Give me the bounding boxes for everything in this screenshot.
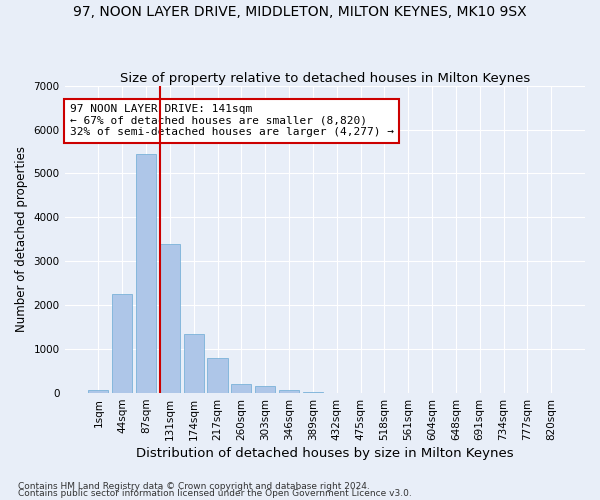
Bar: [136, 154, 156, 393]
Text: Contains public sector information licensed under the Open Government Licence v3: Contains public sector information licen…: [18, 489, 412, 498]
X-axis label: Distribution of detached houses by size in Milton Keynes: Distribution of detached houses by size …: [136, 447, 514, 460]
Text: Contains HM Land Registry data © Crown copyright and database right 2024.: Contains HM Land Registry data © Crown c…: [18, 482, 370, 491]
Y-axis label: Number of detached properties: Number of detached properties: [15, 146, 28, 332]
Bar: [231, 384, 251, 393]
Bar: [160, 244, 180, 393]
Bar: [208, 358, 227, 393]
Bar: [279, 390, 299, 393]
Bar: [303, 392, 323, 393]
Bar: [184, 334, 204, 393]
Bar: [88, 390, 109, 393]
Bar: [255, 386, 275, 393]
Text: 97 NOON LAYER DRIVE: 141sqm
← 67% of detached houses are smaller (8,820)
32% of : 97 NOON LAYER DRIVE: 141sqm ← 67% of det…: [70, 104, 394, 138]
Title: Size of property relative to detached houses in Milton Keynes: Size of property relative to detached ho…: [119, 72, 530, 85]
Bar: [112, 294, 132, 393]
Text: 97, NOON LAYER DRIVE, MIDDLETON, MILTON KEYNES, MK10 9SX: 97, NOON LAYER DRIVE, MIDDLETON, MILTON …: [73, 5, 527, 19]
